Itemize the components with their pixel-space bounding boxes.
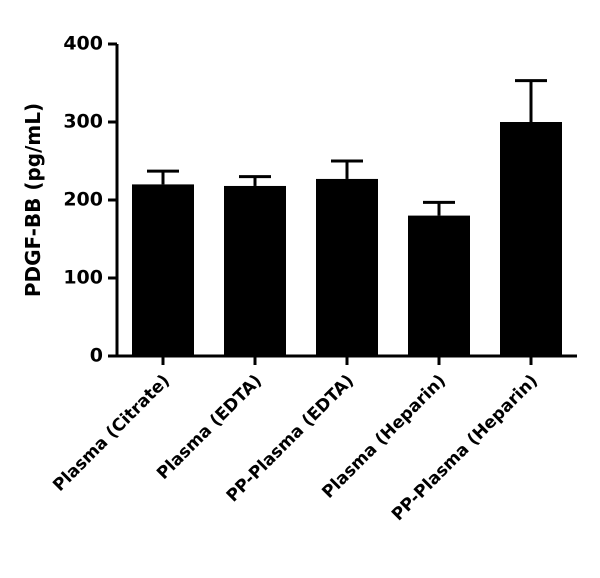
- y-axis-label: PDGF-BB (pg/mL): [21, 103, 45, 297]
- y-tick-label: 400: [63, 33, 103, 55]
- x-tick-label: PP-Plasma (Heparin): [388, 371, 542, 525]
- y-tick-label: 300: [63, 111, 103, 133]
- y-tick-label: 0: [90, 345, 103, 367]
- x-tick-label: Plasma (Citrate): [49, 371, 174, 496]
- bar: [316, 178, 378, 356]
- bar: [408, 215, 470, 356]
- bar: [132, 184, 194, 356]
- y-tick-label: 100: [63, 267, 103, 289]
- y-tick-label: 200: [63, 189, 103, 211]
- bar: [224, 185, 286, 356]
- bar: [500, 122, 562, 356]
